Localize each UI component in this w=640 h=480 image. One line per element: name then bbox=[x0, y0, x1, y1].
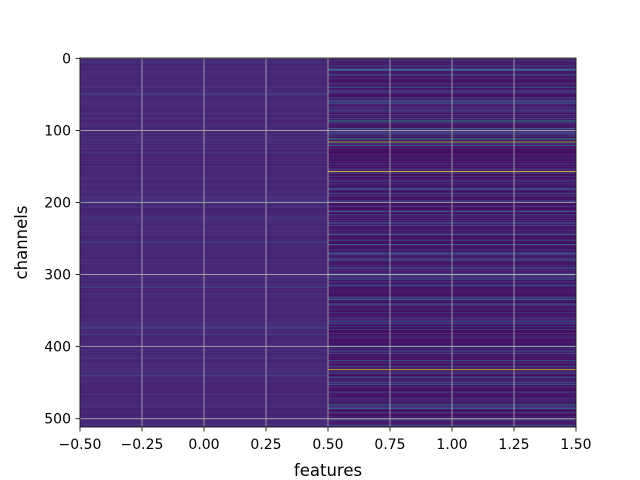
y-tick-label: 0 bbox=[62, 51, 71, 67]
x-tick-label: 0.75 bbox=[374, 437, 405, 453]
x-tick-label: 1.25 bbox=[498, 437, 529, 453]
x-tick-label: 0.00 bbox=[188, 437, 219, 453]
x-axis-title: features bbox=[294, 461, 362, 480]
y-axis-title: channels bbox=[12, 206, 31, 280]
y-axis: 0 100 200 300 400 500 bbox=[44, 51, 80, 428]
x-tick-label: 0.25 bbox=[250, 437, 281, 453]
x-tick-label: 1.50 bbox=[560, 437, 591, 453]
y-tick-label: 100 bbox=[44, 123, 71, 139]
y-tick-label: 500 bbox=[44, 412, 71, 428]
x-axis: −0.50 −0.25 0.00 0.25 0.50 0.75 1.00 1.25 1.50 bbox=[59, 427, 592, 453]
x-tick-label: −0.50 bbox=[59, 437, 102, 453]
x-tick-label: 0.50 bbox=[312, 437, 343, 453]
y-tick-label: 400 bbox=[44, 340, 71, 356]
y-tick-label: 200 bbox=[44, 196, 71, 212]
y-tick-label: 300 bbox=[44, 268, 71, 284]
x-tick-label: −0.25 bbox=[121, 437, 164, 453]
x-tick-label: 1.00 bbox=[436, 437, 467, 453]
